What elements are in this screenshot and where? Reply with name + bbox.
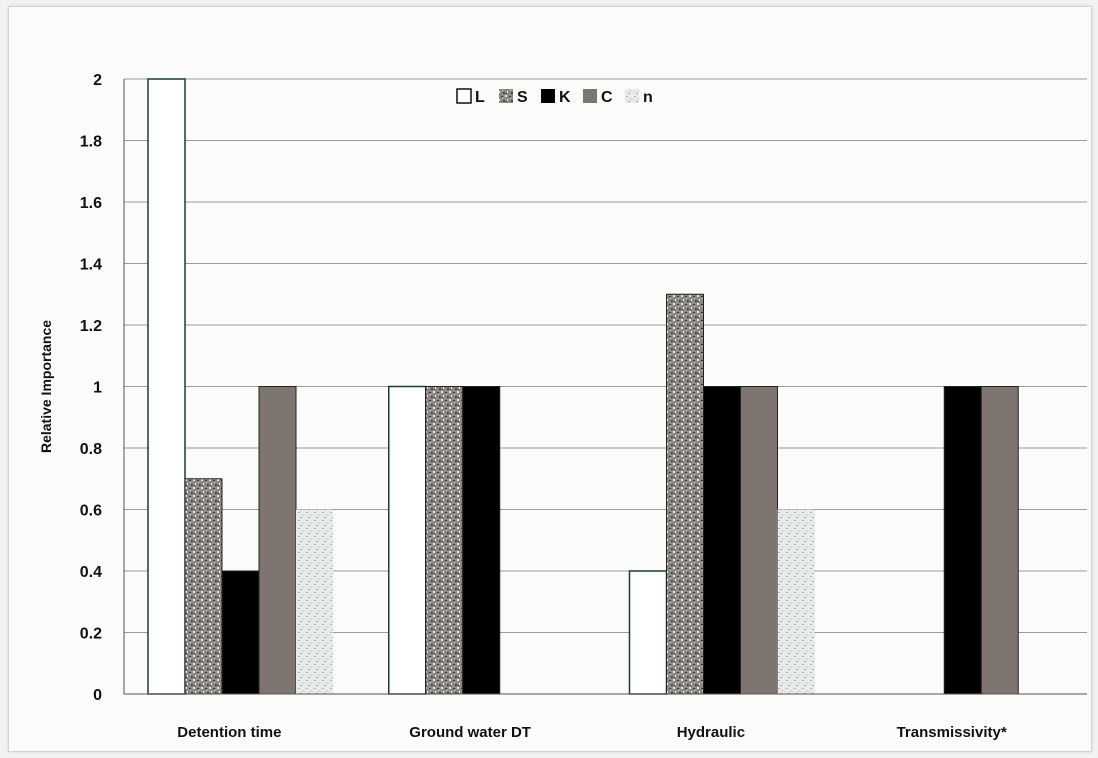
- legend-swatch-S: [499, 89, 513, 103]
- bar-S-2: [666, 293, 704, 695]
- bar-C-2: [740, 386, 778, 695]
- bar-K-0: [221, 570, 260, 695]
- x-category-label: Ground water DT: [409, 724, 531, 741]
- y-tick-label: 1.6: [80, 195, 102, 212]
- y-tick-label: 2: [93, 72, 102, 89]
- legend-label-K: K: [559, 89, 571, 106]
- bar-L-1: [388, 385, 427, 695]
- y-tick-label: 1: [93, 380, 102, 397]
- bar-K-1: [462, 386, 501, 695]
- y-tick-label: 0.8: [80, 441, 102, 458]
- legend-label-C: C: [601, 89, 613, 106]
- bar-C-3: [980, 386, 1019, 695]
- legend-label-L: L: [475, 89, 485, 106]
- bar-n-2: [777, 509, 815, 694]
- y-tick-label: 1.4: [80, 257, 102, 274]
- legend-swatch-n: [625, 89, 639, 103]
- legend-swatch-L: [456, 88, 472, 104]
- x-category-label: Detention time: [177, 724, 281, 741]
- y-tick-label: 0.6: [80, 503, 102, 520]
- bar-n-0: [296, 509, 333, 694]
- bar-chart: 0 0.2 0.4 0.6 0.8 1 1.2 1.4 1.6 1.8 2 Relative Impo…: [38, 72, 1087, 741]
- chart-frame: 0 0.2 0.4 0.6 0.8 1 1.2 1.4 1.6 1.8 2 Relative Impo…: [8, 6, 1092, 752]
- y-tick-label: 0.2: [80, 626, 102, 643]
- bar-S-0: [184, 478, 223, 695]
- legend-swatch-K: [541, 89, 555, 103]
- bar-K-2: [703, 386, 741, 695]
- y-axis-title: Relative Importance: [38, 320, 54, 453]
- y-tick-label: 0.4: [80, 564, 102, 581]
- legend-swatch-C: [583, 89, 597, 103]
- bar-K-3: [943, 386, 982, 695]
- x-category-label: Transmissivity*: [897, 724, 1007, 741]
- legend-label-S: S: [517, 89, 528, 106]
- y-tick-label: 0: [93, 687, 102, 704]
- y-tick-label: 1.2: [80, 318, 102, 335]
- bar-S-1: [425, 386, 464, 695]
- x-category-label: Hydraulic: [677, 724, 745, 741]
- y-tick-label: 1.8: [80, 134, 102, 151]
- legend-label-n: n: [643, 89, 653, 106]
- bar-C-0: [258, 386, 297, 695]
- bar-L-0: [147, 78, 186, 695]
- bar-L-2: [628, 570, 668, 695]
